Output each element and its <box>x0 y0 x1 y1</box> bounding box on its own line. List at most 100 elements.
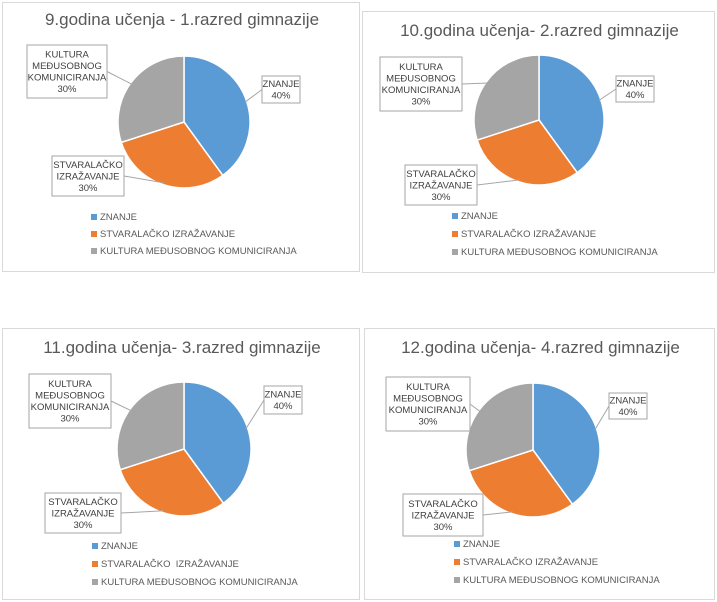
pie-chart-svg: 9.godina učenja - 1.razred gimnazije ZNAN… <box>26 10 319 257</box>
data-label-value: 30% <box>411 97 431 108</box>
legend-swatch <box>91 231 97 237</box>
leader-line <box>123 175 165 184</box>
data-label-category: IZRAŽAVANJE <box>52 508 115 519</box>
data-label-value: 30% <box>78 183 98 194</box>
data-label-box <box>608 392 648 420</box>
data-label-value: 30% <box>418 417 438 428</box>
data-label-value: 30% <box>431 192 451 203</box>
leader-line <box>461 82 489 85</box>
data-label-category: IZRAŽAVANJE <box>57 171 120 182</box>
data-label-category: KULTURA <box>48 379 92 390</box>
legend-label: STVARALAČKO IZRAŽAVANJE <box>461 229 596 240</box>
data-label-value: 30% <box>60 414 80 425</box>
legend-label: KULTURA MEĐUSOBNOG KOMUNICIRANJA <box>100 246 297 257</box>
leader-line <box>598 88 617 101</box>
legend-swatch <box>454 541 460 547</box>
data-label-box <box>26 44 108 99</box>
legend-label: STVARALAČKO IZRAŽAVANJE <box>463 557 598 568</box>
data-label-value: 30% <box>57 84 77 95</box>
data-label-category: ZNANJE <box>265 390 302 401</box>
legend-swatch <box>91 214 97 220</box>
chart-panel-grade-4: 12.godina učenja- 4.razred gimnazije ZNAN… <box>364 328 715 600</box>
legend-swatch <box>454 559 460 565</box>
data-label-category: KOMUNICIRANJA <box>28 73 107 84</box>
pie-slice <box>119 448 225 517</box>
data-label-box <box>44 492 122 534</box>
data-label-value: 30% <box>433 522 453 533</box>
data-label-box <box>261 75 301 104</box>
legend-label: ZNANJE <box>463 539 500 550</box>
leader-line <box>120 510 164 514</box>
pie-slice <box>120 121 224 189</box>
pie-slice <box>183 381 252 505</box>
data-label-category: KULTURA <box>45 50 89 61</box>
pie-chart-svg: 11.godina učenja- 3.razred gimnazije ZNAN… <box>28 338 321 588</box>
pie-slice <box>473 54 540 142</box>
chart-panel-grade-1: 9.godina učenja - 1.razred gimnazije ZNAN… <box>2 2 360 272</box>
chart-title: 12.godina učenja- 4.razred gimnazije <box>401 338 680 357</box>
data-label-category: MEĐUSOBNOG <box>35 391 105 402</box>
data-label-box <box>28 373 112 429</box>
legend-label: KULTURA MEĐUSOBNOG KOMUNICIRANJA <box>101 577 298 588</box>
legend-label: ZNANJE <box>100 212 137 223</box>
data-label-box <box>51 155 125 197</box>
pie-slice <box>538 54 605 174</box>
leader-line <box>469 403 481 413</box>
pie-slice <box>476 119 579 186</box>
data-label-box <box>385 376 471 432</box>
pie-slice <box>183 55 251 177</box>
legend-swatch <box>92 561 98 567</box>
legend-swatch <box>452 213 458 219</box>
legend-label: ZNANJE <box>101 541 138 552</box>
legend-swatch <box>452 231 458 237</box>
leader-line <box>476 179 520 186</box>
leader-line <box>482 511 513 516</box>
legend-label: KULTURA MEĐUSOBNOG KOMUNICIRANJA <box>463 575 660 586</box>
chart-panel-grade-3: 11.godina učenja- 3.razred gimnazije ZNAN… <box>2 328 360 600</box>
pie-chart-svg: 12.godina učenja- 4.razred gimnazije ZNAN… <box>385 338 680 586</box>
data-label-category: MEĐUSOBNOG <box>32 61 102 72</box>
data-label-category: MEĐUSOBNOG <box>393 394 463 405</box>
data-label-value: 40% <box>271 91 291 102</box>
pie-slice <box>468 449 574 518</box>
leader-line <box>106 71 133 85</box>
data-label-category: STVARALAČKO <box>53 160 123 171</box>
data-label-category: IZRAŽAVANJE <box>412 510 475 521</box>
leader-line <box>245 399 265 430</box>
data-label-box <box>402 493 484 537</box>
data-label-value: 30% <box>73 520 93 531</box>
chart-panel-grade-2: 10.godina učenja- 2.razred gimnazije ZNAN… <box>362 11 715 273</box>
chart-title: 10.godina učenja- 2.razred gimnazije <box>400 21 679 40</box>
legend-swatch <box>454 577 460 583</box>
data-label-category: ZNANJE <box>610 396 647 407</box>
legend-label: ZNANJE <box>461 211 498 222</box>
data-label-category: KOMUNICIRANJA <box>382 85 461 96</box>
data-label-box <box>615 75 655 103</box>
leader-line <box>244 89 263 103</box>
chart-title: 11.godina učenja- 3.razred gimnazije <box>43 338 321 357</box>
leader-line <box>110 400 132 412</box>
data-label-category: ZNANJE <box>617 79 654 90</box>
pie-chart-svg: 10.godina učenja- 2.razred gimnazije ZNAN… <box>379 21 679 258</box>
legend-swatch <box>91 248 97 254</box>
data-label-category: MEĐUSOBNOG <box>386 74 456 85</box>
data-label-box <box>404 164 478 206</box>
leader-line <box>594 405 610 431</box>
data-label-category: STVARALAČKO <box>408 499 478 510</box>
legend-label: KULTURA MEĐUSOBNOG KOMUNICIRANJA <box>461 247 658 258</box>
legend-label: STVARALAČKO IZRAŽAVANJE <box>101 559 239 570</box>
data-label-category: KOMUNICIRANJA <box>31 402 110 413</box>
legend-label: STVARALAČKO IZRAŽAVANJE <box>100 229 235 240</box>
data-label-category: KULTURA <box>399 62 443 73</box>
data-label-box <box>263 385 303 415</box>
data-label-value: 40% <box>273 401 293 412</box>
data-label-category: ZNANJE <box>263 79 300 90</box>
legend-swatch <box>452 249 458 255</box>
data-label-category: KULTURA <box>406 382 450 393</box>
data-label-category: KOMUNICIRANJA <box>389 405 468 416</box>
legend-swatch <box>92 579 98 585</box>
data-label-category: IZRAŽAVANJE <box>410 180 473 191</box>
legend-swatch <box>92 543 98 549</box>
data-label-category: STVARALAČKO <box>406 169 476 180</box>
data-label-box <box>379 56 463 112</box>
